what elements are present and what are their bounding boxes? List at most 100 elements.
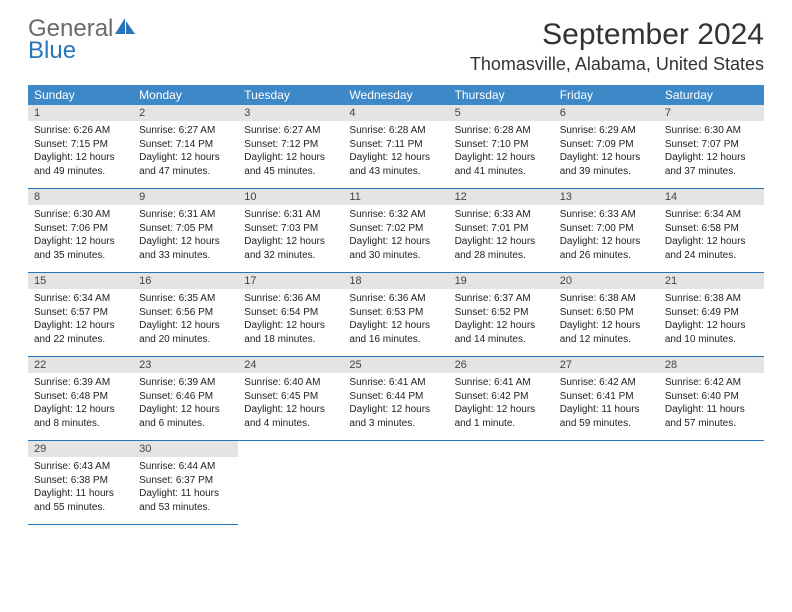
sunrise-text: Sunrise: 6:43 AM: [34, 460, 127, 474]
daylight-line1: Daylight: 12 hours: [665, 319, 758, 333]
day-number: 19: [449, 273, 554, 289]
day-number: 24: [238, 357, 343, 373]
day-info: Sunrise: 6:28 AMSunset: 7:10 PMDaylight:…: [449, 121, 554, 183]
day-info: Sunrise: 6:38 AMSunset: 6:49 PMDaylight:…: [659, 289, 764, 351]
daylight-line2: and 43 minutes.: [349, 165, 442, 179]
sunset-text: Sunset: 7:05 PM: [139, 222, 232, 236]
sunrise-text: Sunrise: 6:37 AM: [455, 292, 548, 306]
calendar-cell: 29Sunrise: 6:43 AMSunset: 6:38 PMDayligh…: [28, 441, 133, 525]
day-number: 21: [659, 273, 764, 289]
daylight-line2: and 32 minutes.: [244, 249, 337, 263]
sunrise-text: Sunrise: 6:28 AM: [349, 124, 442, 138]
daylight-line2: and 37 minutes.: [665, 165, 758, 179]
calendar-cell: 23Sunrise: 6:39 AMSunset: 6:46 PMDayligh…: [133, 357, 238, 441]
sunset-text: Sunset: 6:50 PM: [560, 306, 653, 320]
day-info: Sunrise: 6:41 AMSunset: 6:44 PMDaylight:…: [343, 373, 448, 435]
daylight-line1: Daylight: 12 hours: [34, 235, 127, 249]
calendar-cell: 24Sunrise: 6:40 AMSunset: 6:45 PMDayligh…: [238, 357, 343, 441]
day-info: Sunrise: 6:39 AMSunset: 6:46 PMDaylight:…: [133, 373, 238, 435]
sunrise-text: Sunrise: 6:36 AM: [349, 292, 442, 306]
day-info: Sunrise: 6:42 AMSunset: 6:41 PMDaylight:…: [554, 373, 659, 435]
calendar-cell: 4Sunrise: 6:28 AMSunset: 7:11 PMDaylight…: [343, 105, 448, 189]
sunset-text: Sunset: 7:03 PM: [244, 222, 337, 236]
day-info: Sunrise: 6:33 AMSunset: 7:00 PMDaylight:…: [554, 205, 659, 267]
day-info: Sunrise: 6:30 AMSunset: 7:06 PMDaylight:…: [28, 205, 133, 267]
daylight-line2: and 4 minutes.: [244, 417, 337, 431]
day-header: Sunday: [28, 85, 133, 105]
day-header: Friday: [554, 85, 659, 105]
sunrise-text: Sunrise: 6:29 AM: [560, 124, 653, 138]
sunrise-text: Sunrise: 6:26 AM: [34, 124, 127, 138]
sunset-text: Sunset: 6:44 PM: [349, 390, 442, 404]
sunrise-text: Sunrise: 6:34 AM: [665, 208, 758, 222]
calendar-cell: 30Sunrise: 6:44 AMSunset: 6:37 PMDayligh…: [133, 441, 238, 525]
daylight-line1: Daylight: 12 hours: [560, 319, 653, 333]
day-number: 11: [343, 189, 448, 205]
sunset-text: Sunset: 7:15 PM: [34, 138, 127, 152]
sunrise-text: Sunrise: 6:33 AM: [455, 208, 548, 222]
daylight-line1: Daylight: 12 hours: [349, 403, 442, 417]
day-info: Sunrise: 6:40 AMSunset: 6:45 PMDaylight:…: [238, 373, 343, 435]
calendar-cell: 18Sunrise: 6:36 AMSunset: 6:53 PMDayligh…: [343, 273, 448, 357]
daylight-line1: Daylight: 11 hours: [34, 487, 127, 501]
calendar-cell: [343, 441, 448, 525]
day-number: 13: [554, 189, 659, 205]
calendar: Sunday Monday Tuesday Wednesday Thursday…: [28, 85, 764, 525]
day-number: 27: [554, 357, 659, 373]
day-info: Sunrise: 6:39 AMSunset: 6:48 PMDaylight:…: [28, 373, 133, 435]
calendar-cell: 19 Sunrise: 6:37 AMSunset: 6:52 PMDayligh…: [449, 273, 554, 357]
calendar-cell: 22Sunrise: 6:39 AMSunset: 6:48 PMDayligh…: [28, 357, 133, 441]
day-number: 3: [238, 105, 343, 121]
sunset-text: Sunset: 6:40 PM: [665, 390, 758, 404]
daylight-line1: Daylight: 11 hours: [665, 403, 758, 417]
sunset-text: Sunset: 6:48 PM: [34, 390, 127, 404]
calendar-cell: 17Sunrise: 6:36 AMSunset: 6:54 PMDayligh…: [238, 273, 343, 357]
calendar-cell: 14Sunrise: 6:34 AMSunset: 6:58 PMDayligh…: [659, 189, 764, 273]
day-info: Sunrise: 6:36 AMSunset: 6:53 PMDaylight:…: [343, 289, 448, 351]
daylight-line1: Daylight: 12 hours: [455, 319, 548, 333]
calendar-body: 1Sunrise: 6:26 AMSunset: 7:15 PMDaylight…: [28, 105, 764, 525]
day-header: Monday: [133, 85, 238, 105]
calendar-header-row: Sunday Monday Tuesday Wednesday Thursday…: [28, 85, 764, 105]
daylight-line2: and 16 minutes.: [349, 333, 442, 347]
calendar-cell: 21Sunrise: 6:38 AMSunset: 6:49 PMDayligh…: [659, 273, 764, 357]
sunrise-text: Sunrise: 6:41 AM: [349, 376, 442, 390]
calendar-cell: 12Sunrise: 6:33 AMSunset: 7:01 PMDayligh…: [449, 189, 554, 273]
daylight-line1: Daylight: 12 hours: [244, 235, 337, 249]
sunset-text: Sunset: 6:38 PM: [34, 474, 127, 488]
calendar-cell: [554, 441, 659, 525]
daylight-line2: and 8 minutes.: [34, 417, 127, 431]
daylight-line2: and 22 minutes.: [34, 333, 127, 347]
day-info: Sunrise: 6:33 AMSunset: 7:01 PMDaylight:…: [449, 205, 554, 267]
daylight-line2: and 57 minutes.: [665, 417, 758, 431]
daylight-line2: and 39 minutes.: [560, 165, 653, 179]
calendar-cell: 1Sunrise: 6:26 AMSunset: 7:15 PMDaylight…: [28, 105, 133, 189]
sunset-text: Sunset: 6:49 PM: [665, 306, 758, 320]
daylight-line2: and 49 minutes.: [34, 165, 127, 179]
sunrise-text: Sunrise: 6:27 AM: [244, 124, 337, 138]
sunrise-text: Sunrise: 6:30 AM: [34, 208, 127, 222]
calendar-cell: 20Sunrise: 6:38 AMSunset: 6:50 PMDayligh…: [554, 273, 659, 357]
day-number: 15: [28, 273, 133, 289]
day-number: 10: [238, 189, 343, 205]
calendar-cell: 3Sunrise: 6:27 AMSunset: 7:12 PMDaylight…: [238, 105, 343, 189]
day-info: Sunrise: 6:38 AMSunset: 6:50 PMDaylight:…: [554, 289, 659, 351]
daylight-line1: Daylight: 12 hours: [560, 151, 653, 165]
day-header: Thursday: [449, 85, 554, 105]
daylight-line1: Daylight: 12 hours: [665, 151, 758, 165]
day-info: Sunrise: 6:26 AMSunset: 7:15 PMDaylight:…: [28, 121, 133, 183]
daylight-line1: Daylight: 12 hours: [139, 151, 232, 165]
sunrise-text: Sunrise: 6:39 AM: [34, 376, 127, 390]
calendar-cell: [659, 441, 764, 525]
daylight-line2: and 33 minutes.: [139, 249, 232, 263]
sunrise-text: Sunrise: 6:32 AM: [349, 208, 442, 222]
month-title: September 2024: [470, 18, 764, 52]
day-info: Sunrise: 6:35 AMSunset: 6:56 PMDaylight:…: [133, 289, 238, 351]
day-number: 4: [343, 105, 448, 121]
sunrise-text: Sunrise: 6:35 AM: [139, 292, 232, 306]
daylight-line2: and 53 minutes.: [139, 501, 232, 515]
day-number: 30: [133, 441, 238, 457]
sunset-text: Sunset: 6:52 PM: [455, 306, 548, 320]
calendar-cell: 7Sunrise: 6:30 AMSunset: 7:07 PMDaylight…: [659, 105, 764, 189]
daylight-line2: and 47 minutes.: [139, 165, 232, 179]
